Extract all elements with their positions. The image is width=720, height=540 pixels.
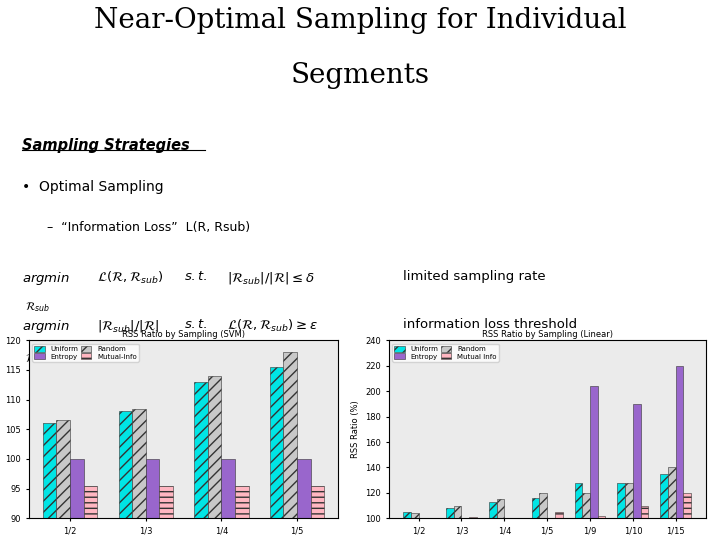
- Bar: [454, 505, 462, 540]
- Bar: [532, 498, 539, 540]
- Bar: [194, 382, 208, 540]
- Bar: [633, 404, 641, 540]
- Bar: [403, 512, 411, 540]
- Text: $\mathit{s.t.}$: $\mathit{s.t.}$: [184, 269, 207, 282]
- Bar: [512, 518, 520, 540]
- Bar: [132, 408, 145, 540]
- Bar: [418, 518, 426, 540]
- Bar: [469, 517, 477, 540]
- Bar: [446, 508, 454, 540]
- Text: –  “Information Loss”  L(R, Rsub): – “Information Loss” L(R, Rsub): [47, 221, 250, 234]
- Bar: [539, 493, 547, 540]
- Bar: [56, 420, 70, 540]
- Text: $\mathcal{R}_{sub}$: $\mathcal{R}_{sub}$: [25, 353, 50, 366]
- Bar: [159, 486, 173, 540]
- Bar: [555, 512, 562, 540]
- Text: $\mathit{s.t.}$: $\mathit{s.t.}$: [184, 318, 207, 331]
- Bar: [497, 500, 504, 540]
- Bar: [489, 502, 497, 540]
- Bar: [575, 483, 582, 540]
- Legend: Uniform, Entropy, Random, Mutual Info: Uniform, Entropy, Random, Mutual Info: [392, 343, 498, 362]
- Text: $|\mathcal{R}_{sub}|/|\mathcal{R}|$: $|\mathcal{R}_{sub}|/|\mathcal{R}|$: [97, 318, 160, 334]
- Text: $\mathit{argmin}$: $\mathit{argmin}$: [22, 318, 70, 335]
- Bar: [582, 493, 590, 540]
- Text: •  Optimal Sampling: • Optimal Sampling: [22, 180, 163, 194]
- Bar: [311, 486, 324, 540]
- Text: $\mathcal{R}_{sub}$: $\mathcal{R}_{sub}$: [25, 301, 50, 314]
- Title: RSS Ratio by Sampling (SVM): RSS Ratio by Sampling (SVM): [122, 330, 245, 340]
- Text: $\mathcal{L}(\mathcal{R},\mathcal{R}_{sub})\geq\epsilon$: $\mathcal{L}(\mathcal{R},\mathcal{R}_{su…: [227, 318, 318, 334]
- Bar: [547, 518, 555, 540]
- Bar: [641, 505, 648, 540]
- Y-axis label: RSS Ratio (%): RSS Ratio (%): [351, 401, 360, 458]
- Bar: [119, 411, 132, 540]
- Text: limited sampling rate: limited sampling rate: [403, 269, 546, 282]
- Text: $\mathcal{L}(\mathcal{R},\mathcal{R}_{sub})$: $\mathcal{L}(\mathcal{R},\mathcal{R}_{su…: [97, 269, 164, 286]
- Title: RSS Ratio by Sampling (Linear): RSS Ratio by Sampling (Linear): [482, 330, 613, 340]
- Legend: Uniform, Entropy, Random, Mutual-Info: Uniform, Entropy, Random, Mutual-Info: [32, 343, 139, 362]
- Bar: [590, 386, 598, 540]
- Text: information loss threshold: information loss threshold: [403, 318, 577, 331]
- Bar: [43, 423, 56, 540]
- Bar: [235, 486, 248, 540]
- Text: Segments: Segments: [290, 62, 430, 89]
- Bar: [668, 468, 676, 540]
- Bar: [70, 459, 84, 540]
- Bar: [676, 366, 683, 540]
- Bar: [84, 486, 97, 540]
- Bar: [297, 459, 311, 540]
- Bar: [270, 367, 284, 540]
- Bar: [222, 459, 235, 540]
- Bar: [208, 376, 222, 540]
- Bar: [426, 518, 434, 540]
- Bar: [145, 459, 159, 540]
- Bar: [411, 514, 418, 540]
- Bar: [598, 516, 606, 540]
- Bar: [618, 483, 625, 540]
- Text: Sampling Strategies: Sampling Strategies: [22, 138, 189, 153]
- Text: $|\mathcal{R}_{sub}|/|\mathcal{R}|\leq\delta$: $|\mathcal{R}_{sub}|/|\mathcal{R}|\leq\d…: [227, 269, 315, 286]
- Bar: [504, 518, 512, 540]
- Bar: [462, 518, 469, 540]
- Bar: [284, 352, 297, 540]
- Text: Near-Optimal Sampling for Individual: Near-Optimal Sampling for Individual: [94, 7, 626, 34]
- Text: $\mathit{argmin}$: $\mathit{argmin}$: [22, 269, 70, 287]
- Bar: [683, 493, 691, 540]
- Bar: [625, 483, 633, 540]
- Bar: [660, 474, 668, 540]
